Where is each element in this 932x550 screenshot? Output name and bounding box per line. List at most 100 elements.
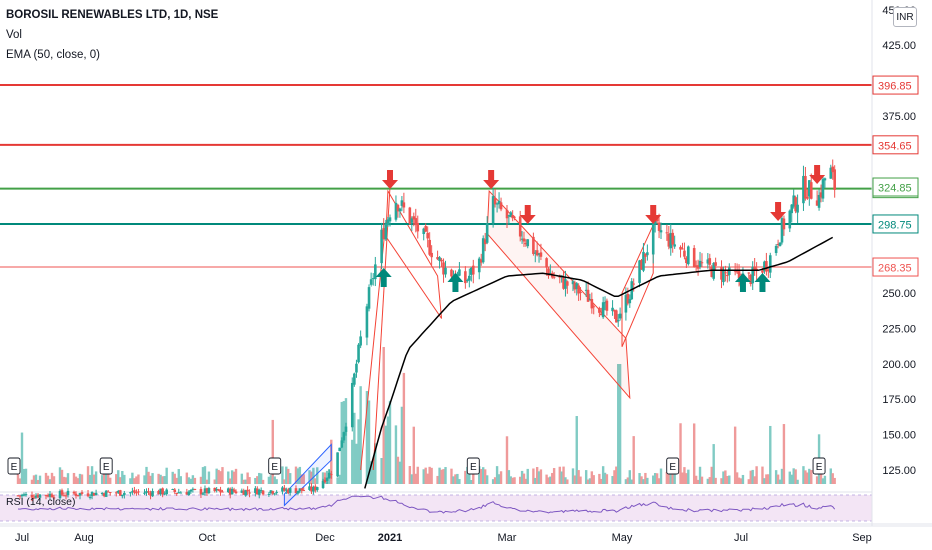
earnings-marker	[7, 457, 21, 475]
candle-body	[121, 494, 124, 497]
volume-bar	[269, 475, 273, 484]
volume-bar	[566, 479, 569, 484]
volume-bar	[780, 468, 784, 484]
volume-bar	[173, 473, 176, 484]
volume-bar	[135, 476, 138, 484]
ema-layer	[364, 236, 834, 489]
candle-body	[259, 490, 263, 492]
candle-body	[416, 222, 420, 232]
volume-bar	[468, 472, 471, 484]
candle-body	[199, 488, 203, 495]
candle-body	[823, 178, 827, 181]
volume-bar	[478, 466, 481, 484]
candle-body	[833, 169, 836, 190]
volume-bar	[62, 476, 66, 484]
volume-bar	[755, 466, 758, 484]
candle-body	[402, 202, 406, 208]
buy-arrow-icon	[754, 273, 771, 292]
candle-body	[240, 490, 244, 493]
volume-bar	[810, 469, 813, 484]
rsi-legend[interactable]: RSI (14, close)	[6, 496, 76, 508]
candle-body	[242, 490, 246, 495]
ema-legend[interactable]: EMA (50, close, 0)	[6, 49, 100, 61]
candle-body	[38, 494, 42, 498]
volume-bar	[44, 472, 48, 484]
volume-bar	[288, 473, 292, 484]
volume-bar	[522, 473, 526, 484]
volume-bar	[520, 470, 524, 484]
candle-body	[298, 488, 302, 492]
candle-body	[102, 493, 106, 497]
candle-body	[605, 300, 609, 311]
candle-body	[438, 257, 441, 261]
level-label-box	[872, 257, 919, 277]
volume-bar	[143, 475, 146, 484]
candle-body	[780, 218, 784, 243]
candle-body	[539, 252, 543, 257]
candle-body	[436, 256, 439, 260]
candle-body	[261, 490, 265, 495]
volume-bar	[632, 436, 635, 484]
volume-bar	[751, 469, 754, 484]
candle-body	[177, 492, 181, 494]
candle-body	[310, 486, 313, 492]
candle-body	[286, 489, 290, 494]
candle-body	[681, 248, 684, 250]
candle-body	[64, 495, 68, 497]
volume-bar	[189, 478, 193, 484]
volume-bar	[436, 475, 439, 484]
candle-body	[726, 275, 729, 277]
candle-body	[562, 276, 565, 289]
candle-body	[131, 491, 134, 493]
price-tick-label: 375.00	[882, 111, 916, 123]
volume-bar	[667, 468, 671, 484]
currency-badge[interactable]: INR	[893, 7, 917, 27]
candle-body	[520, 238, 524, 240]
candle-body	[350, 382, 354, 428]
candle-body	[737, 271, 741, 279]
volume-bar	[586, 479, 590, 484]
volume-bar	[630, 479, 633, 484]
volume-bar	[714, 477, 717, 484]
candle-body	[308, 486, 311, 490]
candle-body	[175, 493, 179, 495]
volume-bar	[244, 479, 247, 484]
volume-bar	[267, 476, 271, 484]
volume-bar	[577, 470, 580, 484]
candle-body	[809, 182, 813, 199]
flag-channel-3	[621, 224, 654, 348]
volume-bar	[720, 478, 723, 484]
time-tick-label: Jul	[734, 532, 748, 544]
candle-body	[248, 492, 251, 494]
volume-bar	[430, 467, 433, 484]
volume-bar	[396, 456, 400, 484]
volume-bar	[692, 423, 696, 484]
candle-body	[564, 279, 567, 289]
candle-body	[215, 488, 218, 491]
volume-bar	[149, 475, 152, 484]
volume-bar	[24, 468, 28, 484]
volume-legend[interactable]: Vol	[6, 29, 22, 41]
candle-body	[394, 202, 398, 220]
volume-bar	[507, 470, 511, 484]
volume-bar	[119, 477, 122, 484]
candle-body	[442, 262, 445, 275]
volume-bar	[547, 477, 550, 484]
candle-body	[495, 203, 499, 205]
volume-bar	[681, 472, 684, 484]
candle-body	[479, 259, 483, 263]
candle-body	[481, 238, 485, 263]
volume-bar	[367, 400, 371, 484]
volume-bar	[50, 472, 54, 484]
level-label-box	[872, 214, 919, 234]
candle-body	[342, 432, 346, 441]
candle-body	[671, 232, 675, 245]
volume-bar	[410, 474, 414, 484]
level-label: 268.35	[878, 263, 912, 275]
candle-body	[133, 490, 136, 493]
volume-bar	[728, 475, 731, 484]
candle-body	[430, 252, 433, 258]
volume-bar	[575, 416, 578, 484]
candle-body	[163, 493, 166, 495]
